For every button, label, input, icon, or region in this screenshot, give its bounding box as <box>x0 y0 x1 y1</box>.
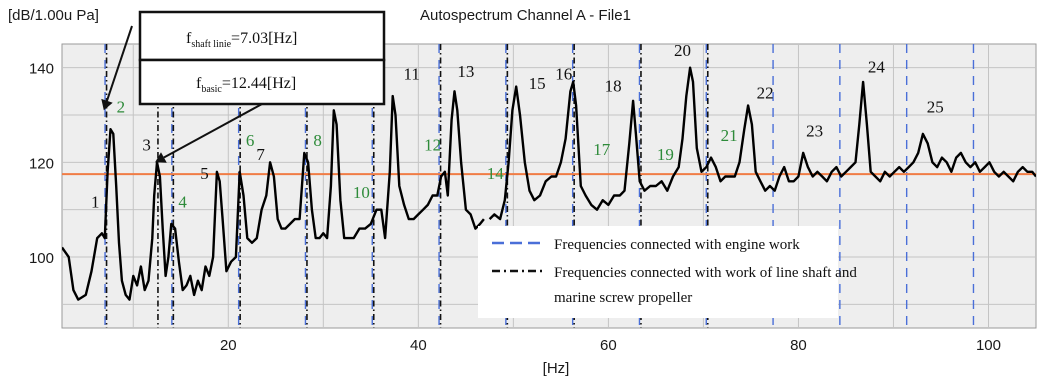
legend-box <box>478 226 838 318</box>
x-tick-label: 60 <box>600 337 617 354</box>
peak-label-19: 19 <box>657 145 674 164</box>
chart-title: Autospectrum Channel A - File1 <box>420 7 631 24</box>
annotation-basic-text: fbasic=12.44[Hz] <box>196 75 296 95</box>
peak-label-18: 18 <box>605 76 622 95</box>
legend-item-shaft-continued: marine screw propeller <box>554 290 692 306</box>
legend: Frequencies connected with engine work F… <box>478 226 857 318</box>
peak-label-3: 3 <box>142 136 151 155</box>
peak-label-12: 12 <box>424 136 441 155</box>
annotation-shaft-text: fshaft linie=7.03[Hz] <box>186 30 297 50</box>
x-tick-label: 40 <box>410 337 427 354</box>
peak-label-23: 23 <box>806 121 823 140</box>
y-tick-label: 140 <box>29 61 54 78</box>
x-tick-label: 20 <box>220 337 237 354</box>
annotation-arrow-basic <box>163 103 263 159</box>
annotation-shaft-value: =7.03[Hz] <box>231 30 297 47</box>
annotation-shaft-symbol: f <box>186 30 192 47</box>
peak-label-16: 16 <box>555 65 572 84</box>
peak-label-1: 1 <box>91 192 100 211</box>
y-axis-ticks: 100 120 140 <box>29 61 54 267</box>
annotation-box-basic <box>138 58 386 106</box>
peak-label-21: 21 <box>721 126 738 145</box>
peak-label-7: 7 <box>256 145 265 164</box>
peak-label-24: 24 <box>868 57 886 76</box>
spectrum-line-segment-1 <box>62 90 485 301</box>
y-tick-label: 100 <box>29 250 54 267</box>
peak-label-20: 20 <box>674 41 691 60</box>
annotation-basic-symbol: f <box>196 75 202 92</box>
x-axis-ticks: 20 40 60 80 100 <box>220 337 1001 354</box>
x-tick-label: 100 <box>976 337 1001 354</box>
spectrum-line-segment-2 <box>488 66 1036 221</box>
peak-label-10: 10 <box>353 183 370 202</box>
annotation-box-shaft <box>138 10 386 62</box>
annotation-shaft-subscript: shaft linie <box>191 39 231 50</box>
x-axis-label: [Hz] <box>543 360 570 377</box>
peak-label-14: 14 <box>487 164 505 183</box>
peak-label-13: 13 <box>457 62 474 81</box>
legend-item-shaft: Frequencies connected with work of line … <box>554 265 857 281</box>
peak-label-15: 15 <box>529 74 546 93</box>
y-tick-label: 120 <box>29 155 54 172</box>
annotation-arrow-shaft <box>106 25 133 102</box>
annotation-basic-subscript: basic <box>201 84 222 95</box>
peak-label-25: 25 <box>927 98 944 117</box>
peak-label-8: 8 <box>313 131 322 150</box>
spectrum-series <box>62 66 1036 301</box>
y-axis-label: [dB/1.00u Pa] <box>8 7 99 24</box>
peak-label-4: 4 <box>178 192 187 211</box>
peak-label-5: 5 <box>200 164 209 183</box>
legend-item-engine: Frequencies connected with engine work <box>554 237 800 253</box>
annotation-arrowhead-basic <box>155 152 167 163</box>
peak-label-17: 17 <box>593 140 611 159</box>
peak-label-2: 2 <box>117 98 126 117</box>
peak-label-11: 11 <box>404 65 420 84</box>
x-tick-label: 80 <box>790 337 807 354</box>
peak-label-22: 22 <box>757 83 774 102</box>
peak-label-6: 6 <box>246 131 255 150</box>
annotation-arrowhead-shaft <box>101 98 113 111</box>
annotation-basic-value: =12.44[Hz] <box>222 75 296 92</box>
annotations: fshaft linie=7.03[Hz] fbasic=12.44[Hz] <box>101 10 386 163</box>
